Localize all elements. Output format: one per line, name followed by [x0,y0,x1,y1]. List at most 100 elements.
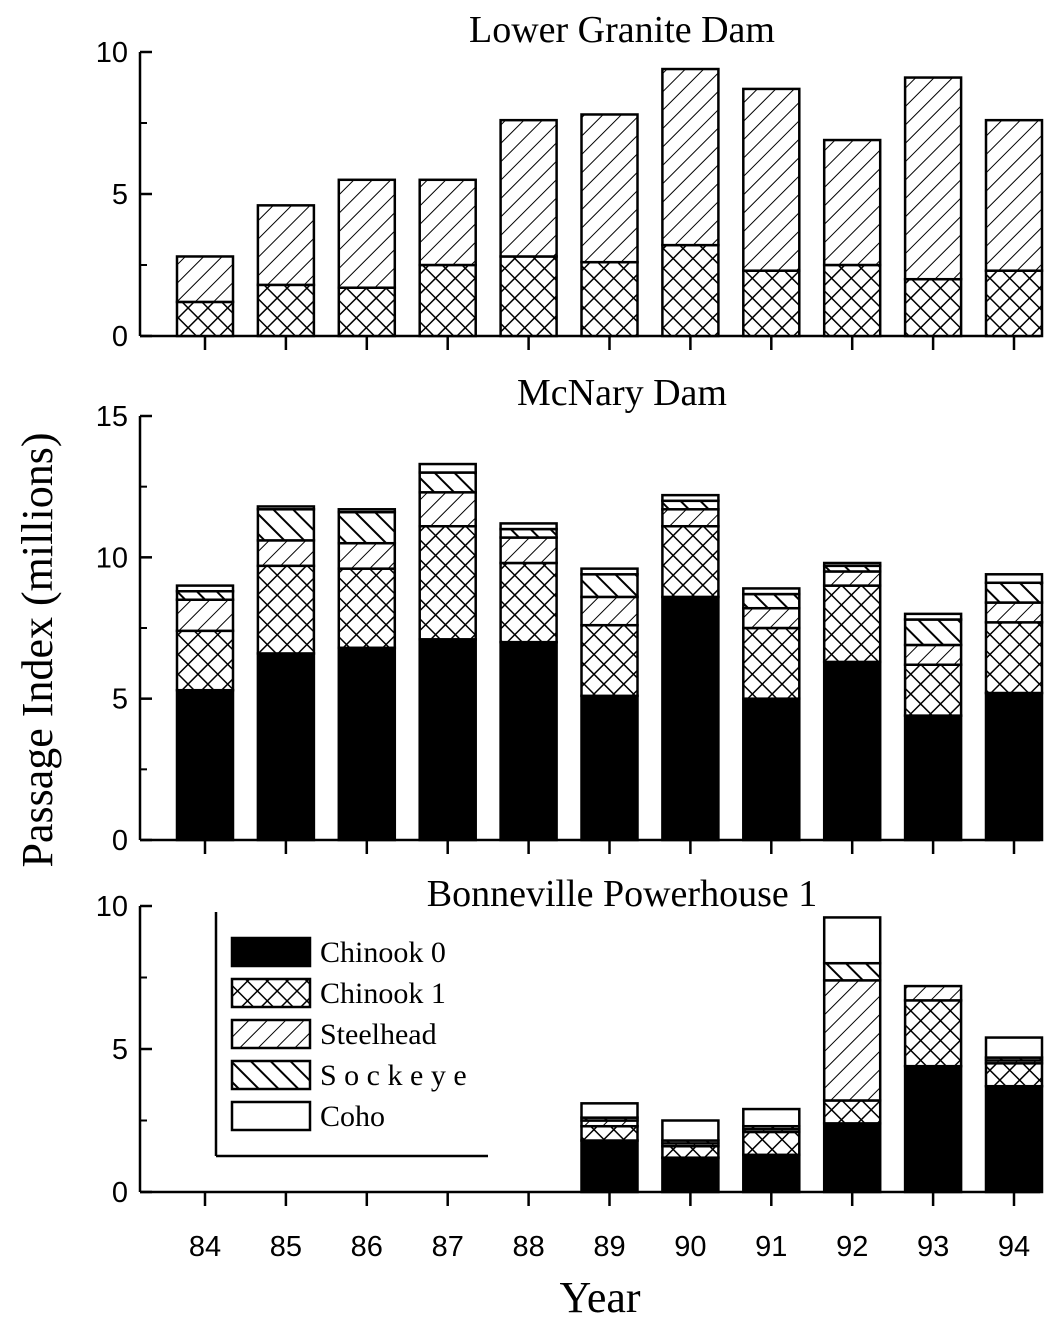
bar-bonneville-powerhouse-1-92-coho [822,916,882,965]
bar-mcnary-dam-93-chinook-1 [903,663,963,717]
bar-mcnary-dam-93-coho [903,612,963,621]
bar-lower-granite-dam-92-steelhead [822,138,882,267]
panel-title-mcnary-dam: McNary Dam [517,372,727,414]
bar-mcnary-dam-94-chinook-1 [984,621,1044,695]
bar-mcnary-dam-94-chinook-0 [984,691,1044,842]
x-tick-label-92: 92 [836,1231,868,1263]
legend-swatch-sockeye [230,1059,312,1091]
bar-lower-granite-dam-86-steelhead [337,178,397,289]
x-tick-label-93: 93 [917,1231,949,1263]
bar-mcnary-dam-88-sockeye [499,527,558,539]
bar-lower-granite-dam-92-chinook-1 [822,263,882,338]
bar-mcnary-dam-94-sockeye [984,581,1044,604]
bar-lower-granite-dam-89-chinook-1 [580,260,639,338]
bar-mcnary-dam-92-chinook-1 [822,584,882,664]
bar-mcnary-dam-91-steelhead [742,606,801,630]
bar-mcnary-dam-93-sockeye [903,618,963,647]
bar-mcnary-dam-84-sockeye [175,590,235,601]
bar-mcnary-dam-84-chinook-0 [175,688,235,842]
bar-lower-granite-dam-85-chinook-1 [256,283,316,338]
bar-mcnary-dam-86-sockeye [337,510,397,545]
bar-mcnary-dam-94-coho [984,573,1044,585]
panel-title-lower-granite-dam: Lower Granite Dam [469,9,775,51]
bar-mcnary-dam-85-steelhead [256,539,316,568]
bar-mcnary-dam-92-coho [822,561,882,568]
bar-mcnary-dam-87-coho [418,462,477,474]
bar-mcnary-dam-84-steelhead [175,598,235,633]
bar-lower-granite-dam-91-chinook-1 [742,269,801,338]
bar-lower-granite-dam-84-chinook-1 [175,300,235,338]
bar-bonneville-powerhouse-1-92-steelhead [822,979,882,1102]
x-tick-label-84: 84 [189,1231,221,1263]
x-tick-label-90: 90 [674,1231,706,1263]
bar-bonneville-powerhouse-1-92-sockeye [822,961,882,982]
bar-mcnary-dam-88-chinook-0 [499,640,558,842]
x-tick-label-87: 87 [432,1231,464,1263]
bar-mcnary-dam-88-chinook-1 [499,561,558,644]
bar-mcnary-dam-94-steelhead [984,601,1044,624]
bar-mcnary-dam-88-coho [499,522,558,531]
bar-bonneville-powerhouse-1-90-chinook-0 [661,1156,720,1194]
bar-mcnary-dam-86-chinook-1 [337,567,397,650]
legend-label-chinook-1: Chinook 1 [320,977,446,1010]
bar-lower-granite-dam-91-steelhead [742,87,801,272]
y-tick-label: 0 [112,321,128,353]
y-tick-label: 5 [112,179,128,211]
bar-bonneville-powerhouse-1-92-chinook-0 [822,1122,882,1194]
legend-label-steelhead: Steelhead [320,1018,437,1051]
x-tick-label-89: 89 [593,1231,625,1263]
x-tick-label-85: 85 [270,1231,302,1263]
bar-mcnary-dam-87-sockeye [418,471,477,494]
y-tick-label: 0 [112,825,128,857]
bar-mcnary-dam-92-steelhead [822,570,882,587]
bar-bonneville-powerhouse-1-93-chinook-1 [903,999,963,1068]
bar-lower-granite-dam-86-chinook-1 [337,286,397,338]
bar-mcnary-dam-91-sockeye [742,592,801,610]
bar-lower-granite-dam-93-chinook-1 [903,277,963,338]
y-tick-label: 10 [96,891,128,923]
bar-mcnary-dam-89-sockeye [580,573,639,599]
legend: Chinook 0 Chinook 1 Steelhead S o c k e y e… [214,912,488,1158]
legend-label-coho: Coho [320,1100,385,1133]
y-tick-label: 0 [112,1177,128,1209]
x-tick-label-91: 91 [755,1231,787,1263]
bar-mcnary-dam-89-steelhead [580,595,639,627]
y-tick-label: 5 [112,684,128,716]
bar-lower-granite-dam-87-steelhead [418,178,477,267]
x-tick-labels: 84 85 86 87 88 89 90 91 92 93 94 [189,1231,1030,1263]
bar-mcnary-dam-84-coho [175,584,235,593]
bar-mcnary-dam-93-chinook-0 [903,714,963,842]
panel-title-bonneville-powerhouse-1: Bonneville Powerhouse 1 [427,873,818,915]
bar-mcnary-dam-91-chinook-0 [742,697,801,842]
bar-mcnary-dam-90-chinook-0 [661,595,720,842]
legend-swatch-chinook-1 [230,977,312,1009]
bar-lower-granite-dam-88-steelhead [499,118,558,258]
bar-mcnary-dam-90-sockeye [661,499,720,511]
bar-lower-granite-dam-85-steelhead [256,204,316,287]
bar-bonneville-powerhouse-1-91-chinook-0 [742,1153,801,1194]
bar-lower-granite-dam-94-chinook-1 [984,269,1044,338]
bar-mcnary-dam-90-steelhead [661,508,720,528]
panel-lower-granite-dam: Lower Granite Dam 0 5 10 [96,9,1044,353]
bar-lower-granite-dam-94-steelhead [984,118,1044,272]
bar-mcnary-dam-85-chinook-1 [256,564,316,655]
bar-lower-granite-dam-87-chinook-1 [418,263,477,338]
bar-mcnary-dam-91-chinook-1 [742,626,801,700]
y-tick-label: 10 [96,37,128,69]
bar-mcnary-dam-87-chinook-1 [418,524,477,641]
x-tick-label-94: 94 [998,1231,1030,1263]
bar-lower-granite-dam-89-steelhead [580,113,639,264]
legend-swatch-chinook-0 [230,936,312,968]
bar-bonneville-powerhouse-1-94-chinook-0 [984,1084,1044,1194]
legend-swatch-coho [230,1100,312,1132]
bar-lower-granite-dam-90-steelhead [661,67,720,247]
x-tick-label-88: 88 [512,1231,544,1263]
y-tick-label: 5 [112,1034,128,1066]
x-axis-label: Year [559,1273,640,1322]
y-tick-label: 10 [96,542,128,574]
bar-bonneville-powerhouse-1-89-chinook-0 [580,1139,639,1194]
bar-mcnary-dam-85-sockeye [256,508,316,542]
bar-mcnary-dam-91-coho [742,587,801,596]
bar-mcnary-dam-87-steelhead [418,491,477,528]
